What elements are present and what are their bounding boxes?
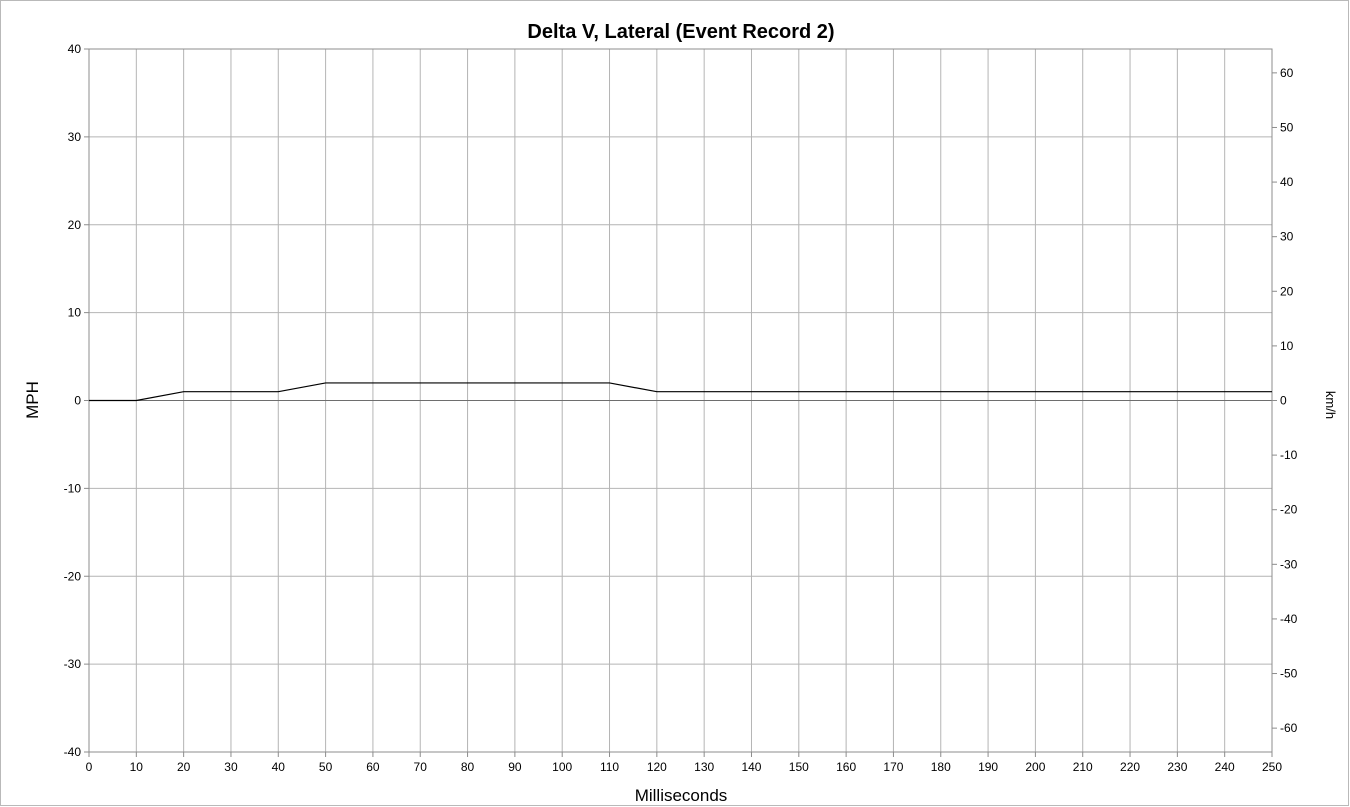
y2-tick-label: -10: [1280, 448, 1298, 462]
x-tick-label: 10: [130, 760, 144, 774]
y-tick-label: -20: [64, 569, 82, 583]
x-tick-label: 170: [883, 760, 903, 774]
y-tick-label: 40: [68, 42, 82, 56]
x-tick-label: 190: [978, 760, 998, 774]
y2-tick-label: 30: [1280, 230, 1294, 244]
x-tick-label: 200: [1025, 760, 1045, 774]
x-tick-label: 250: [1262, 760, 1282, 774]
y2-tick-label: -40: [1280, 612, 1298, 626]
x-tick-label: 160: [836, 760, 856, 774]
y2-tick-label: -60: [1280, 721, 1298, 735]
chart-title: Delta V, Lateral (Event Record 2): [527, 21, 834, 43]
x-tick-label: 30: [224, 760, 238, 774]
y2-tick-label: -50: [1280, 667, 1298, 681]
y2-tick-label: 60: [1280, 66, 1294, 80]
y2-tick-label: 10: [1280, 339, 1294, 353]
x-tick-label: 20: [177, 760, 191, 774]
y-tick-label: -40: [64, 745, 82, 759]
y2-tick-label: 40: [1280, 175, 1294, 189]
y-tick-label: 20: [68, 218, 82, 232]
y2-tick-label: 0: [1280, 394, 1287, 408]
x-tick-label: 120: [647, 760, 667, 774]
x-tick-label: 110: [600, 760, 619, 774]
x-tick-label: 70: [414, 760, 428, 774]
y-tick-label: 10: [68, 306, 82, 320]
y-tick-label: 30: [68, 130, 82, 144]
x-tick-label: 230: [1167, 760, 1187, 774]
tick-labels: 0 10 20 30 40 50 60 70 80 90 100 110 120 130 140 150 160…: [64, 42, 1298, 774]
x-tick-label: 0: [86, 760, 93, 774]
x-axis-label: Milliseconds: [635, 786, 728, 805]
y-tick-label: -10: [64, 481, 82, 495]
y-axis-label: MPH: [23, 381, 42, 419]
y2-tick-label: -30: [1280, 557, 1298, 571]
x-tick-label: 240: [1215, 760, 1235, 774]
x-tick-label: 60: [366, 760, 380, 774]
x-tick-label: 180: [931, 760, 951, 774]
series-line: [89, 382, 1272, 402]
x-tick-label: 50: [319, 760, 333, 774]
x-tick-label: 40: [272, 760, 286, 774]
x-tick-label: 90: [508, 760, 522, 774]
y2-axis-label: km/h: [1323, 391, 1338, 419]
x-tick-label: 150: [789, 760, 809, 774]
x-tick-label: 220: [1120, 760, 1140, 774]
x-tick-label: 80: [461, 760, 475, 774]
y-tick-label: 0: [74, 394, 81, 408]
x-tick-label: 130: [694, 760, 714, 774]
x-tick-label: 140: [741, 760, 761, 774]
y2-tick-label: -20: [1280, 503, 1298, 517]
y2-tick-label: 20: [1280, 284, 1294, 298]
y2-tick-label: 50: [1280, 120, 1294, 134]
y-tick-label: -30: [64, 657, 82, 671]
x-tick-label: 210: [1073, 760, 1093, 774]
series-layer: [89, 382, 1272, 402]
x-tick-label: 100: [552, 760, 572, 774]
